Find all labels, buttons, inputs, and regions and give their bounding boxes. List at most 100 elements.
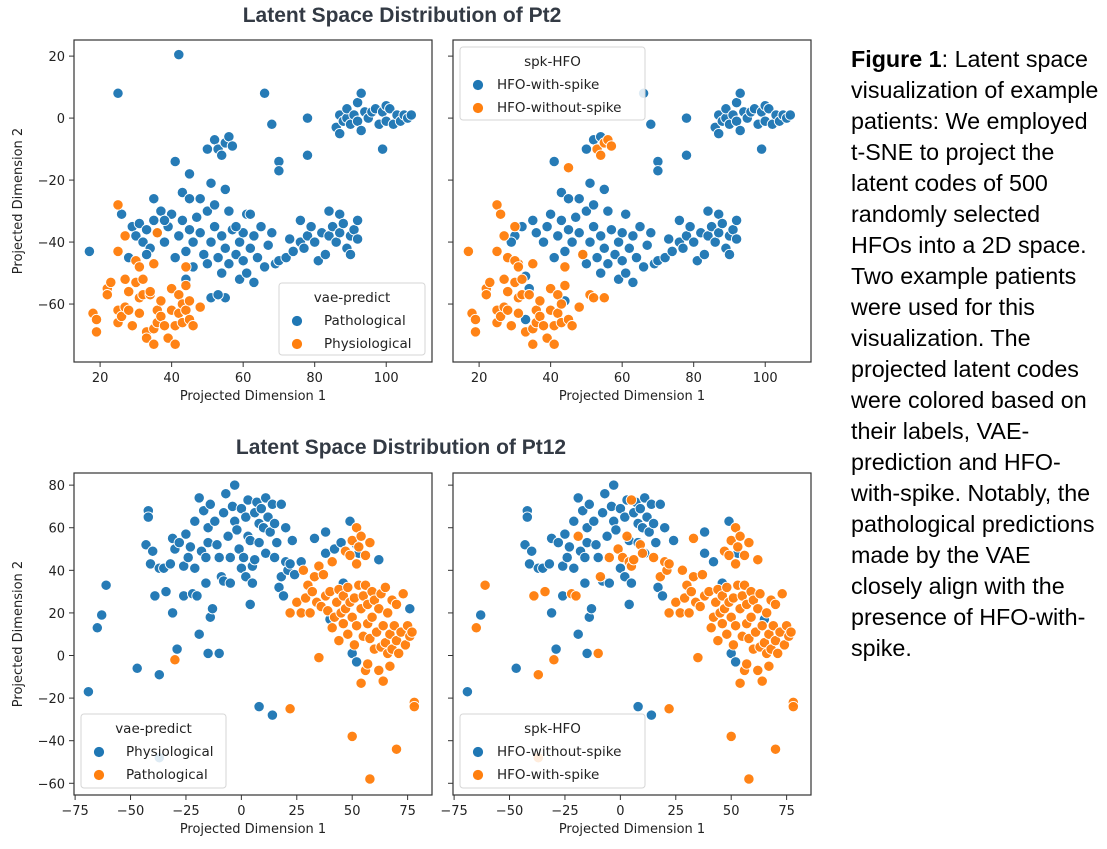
data-point-physiological: [268, 517, 281, 530]
data-point-hfo-with-spike: [730, 214, 743, 227]
data-point-hfo-with-spike: [527, 214, 539, 227]
legend-label: Pathological: [324, 313, 406, 329]
data-point-hfo-without-spike: [647, 517, 660, 530]
data-point-hfo-with-spike: [479, 579, 491, 591]
data-point-hfo-without-spike: [502, 285, 514, 298]
data-point-hfo-with-spike: [620, 267, 632, 279]
data-point-physiological: [119, 273, 131, 285]
data-point-pathological: [237, 255, 249, 267]
data-point-pathological: [187, 236, 199, 248]
data-point-hfo-with-spike: [609, 248, 621, 261]
data-point-pathological: [337, 617, 349, 630]
data-point-hfo-without-spike: [509, 220, 521, 233]
data-point-physiological: [224, 577, 236, 589]
legend-marker-hfo-without-spike: [472, 746, 484, 758]
data-point-pathological: [355, 124, 367, 137]
data-point-pathological: [230, 248, 242, 261]
x-axis-label: Projected Dimension 1: [180, 822, 326, 837]
data-point-pathological: [346, 730, 358, 743]
data-point-physiological: [213, 551, 225, 564]
data-point-pathological: [390, 598, 403, 611]
data-point-pathological: [266, 227, 278, 239]
data-point-pathological: [317, 568, 330, 581]
data-point-pathological: [373, 664, 385, 677]
data-point-hfo-without-spike: [568, 562, 580, 574]
data-point-physiological: [277, 590, 290, 602]
data-point-hfo-with-spike: [763, 103, 775, 115]
data-point-hfo-without-spike: [484, 276, 496, 289]
data-point-hfo-without-spike: [698, 526, 711, 538]
y-tick-label: −20: [38, 174, 65, 189]
data-point-hfo-without-spike: [502, 304, 514, 316]
data-point-hfo-with-spike: [743, 773, 755, 785]
data-point-physiological: [140, 332, 153, 344]
data-point-pathological: [301, 112, 314, 124]
legend-box: [459, 46, 646, 121]
y-tick-label: 60: [48, 522, 65, 537]
data-point-physiological: [246, 577, 259, 589]
x-tick-label: 75: [399, 804, 416, 819]
data-point-pathological: [351, 233, 364, 245]
data-point-pathological: [133, 217, 146, 230]
x-axis-label: Projected Dimension 1: [559, 389, 705, 404]
data-point-hfo-with-spike: [598, 242, 610, 254]
data-point-hfo-without-spike: [527, 338, 539, 350]
data-point-physiological: [187, 320, 199, 332]
legend: vae-predict Pathological Physiological: [278, 282, 426, 356]
data-point-hfo-with-spike: [725, 730, 737, 743]
data-point-physiological: [286, 534, 298, 547]
data-point-physiological: [180, 261, 192, 273]
x-tick-label: 25: [668, 804, 685, 819]
data-point-pathological: [334, 127, 346, 140]
data-point-pathological: [212, 289, 224, 301]
data-point-physiological: [147, 545, 159, 557]
x-tick-label: 40: [542, 371, 559, 386]
data-point-pathological: [364, 773, 376, 785]
data-point-hfo-with-spike: [683, 607, 695, 619]
data-point-hfo-without-spike: [498, 230, 510, 242]
data-point-hfo-without-spike: [729, 656, 742, 668]
y-tick-label: 20: [48, 607, 65, 622]
data-point-pathological: [237, 227, 249, 239]
legend-label: HFO-without-spike: [497, 744, 621, 760]
data-point-hfo-without-spike: [563, 541, 576, 553]
data-point-physiological: [153, 669, 165, 681]
data-point-hfo-with-spike: [663, 233, 675, 245]
data-point-physiological: [271, 536, 283, 549]
data-point-physiological: [193, 492, 205, 504]
data-point-physiological: [194, 301, 206, 313]
data-point-pathological: [137, 236, 149, 248]
data-point-physiological: [155, 295, 167, 307]
data-point-hfo-with-spike: [587, 220, 600, 233]
data-point-pathological: [384, 103, 396, 115]
points-layer: [461, 479, 799, 785]
data-point-hfo-without-spike: [505, 320, 517, 332]
data-point-physiological: [105, 276, 117, 289]
data-point-hfo-with-spike: [532, 669, 544, 681]
data-point-hfo-without-spike: [512, 261, 525, 273]
data-point-pathological: [297, 564, 310, 576]
data-point-pathological: [382, 607, 394, 619]
data-point-physiological: [255, 502, 267, 515]
data-point-hfo-without-spike: [544, 282, 557, 295]
data-point-hfo-with-spike: [756, 620, 768, 632]
data-point-hfo-with-spike: [647, 551, 660, 564]
data-point-pathological: [241, 267, 253, 279]
data-point-pathological: [169, 654, 181, 666]
data-point-hfo-with-spike: [519, 313, 532, 326]
legend-label: HFO-without-spike: [497, 100, 621, 116]
data-point-hfo-without-spike: [516, 273, 528, 285]
y-tick-label: 0: [57, 112, 65, 127]
data-point-hfo-with-spike: [641, 239, 653, 251]
data-point-physiological: [90, 326, 103, 338]
data-point-hfo-with-spike: [734, 87, 746, 99]
y-axis-label: Projected Dimension 2: [11, 128, 26, 274]
data-point-pathological: [205, 177, 217, 189]
data-point-pathological: [216, 230, 228, 242]
data-point-pathological: [377, 620, 389, 632]
legend-label: HFO-with-spike: [497, 77, 599, 93]
data-point-hfo-with-spike: [666, 245, 678, 258]
data-point-pathological: [83, 245, 96, 258]
data-point-hfo-without-spike: [605, 140, 618, 152]
x-tick-label: −25: [172, 804, 199, 819]
